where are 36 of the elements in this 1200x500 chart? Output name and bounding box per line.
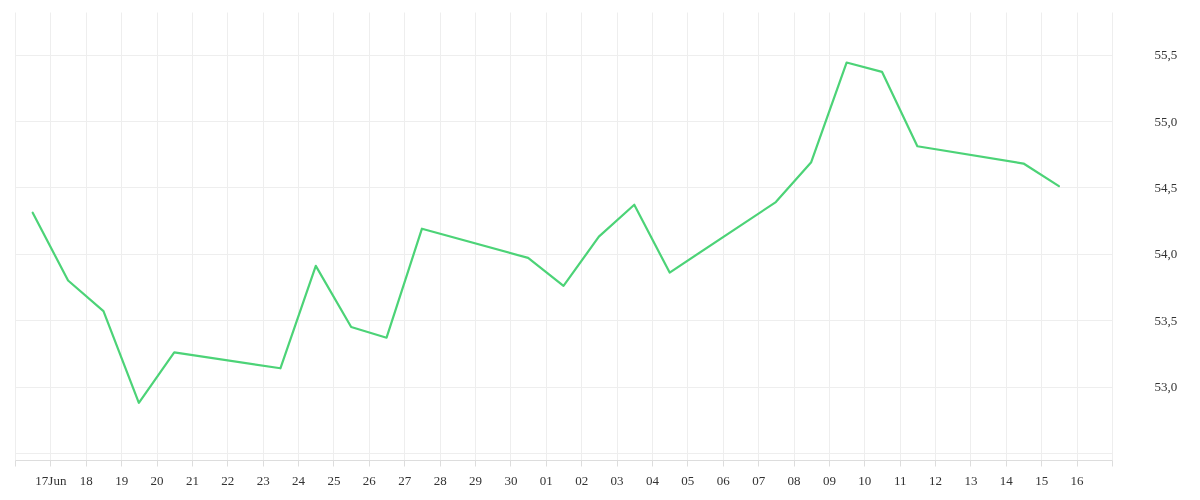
x-tick-label: 13 <box>964 472 978 488</box>
x-tick-label: 06 <box>716 472 731 488</box>
x-tick-label: 24 <box>292 472 306 488</box>
x-tick-label: 25 <box>327 472 341 488</box>
x-tick-label: 07 <box>752 472 766 488</box>
x-tick-label: 28 <box>433 472 447 488</box>
x-tick-label: 09 <box>822 472 836 488</box>
x-tick-label: 26 <box>362 472 377 488</box>
y-tick-label: 55,5 <box>1154 47 1178 63</box>
x-tick-label: 03 <box>610 472 624 488</box>
y-tick-label: 53,0 <box>1154 379 1178 395</box>
x-tick-label: 23 <box>256 472 270 488</box>
x-tick-label: 14 <box>999 472 1014 488</box>
y-tick-label: 55,0 <box>1154 113 1178 129</box>
x-tick-label: 10 <box>858 472 872 488</box>
y-tick-label: 53,5 <box>1154 312 1178 328</box>
x-tick-label: 01 <box>539 472 553 488</box>
x-tick-label: 20 <box>150 472 164 488</box>
x-tick-label: 12 <box>929 472 943 488</box>
x-tick-label: 16 <box>1070 472 1085 488</box>
x-tick-label: 19 <box>115 472 129 488</box>
x-tick-label: 18 <box>79 472 93 488</box>
y-tick-label: 54,0 <box>1154 246 1178 262</box>
x-tick-label: 22 <box>221 472 235 488</box>
y-tick-label: 54,5 <box>1154 179 1178 195</box>
x-tick-label: 30 <box>504 472 518 488</box>
x-tick-label: 15 <box>1035 472 1049 488</box>
x-tick-label: 02 <box>575 472 589 488</box>
x-tick-label: 27 <box>398 472 412 488</box>
x-tick-label: 04 <box>645 472 660 488</box>
x-tick-label: 11 <box>893 472 907 488</box>
x-tick-label: 08 <box>787 472 801 488</box>
x-tick-label: 21 <box>185 472 199 488</box>
x-tick-label: 05 <box>681 472 695 488</box>
x-tick-label: 17Jun <box>35 472 67 488</box>
x-tick-label: 29 <box>469 472 483 488</box>
